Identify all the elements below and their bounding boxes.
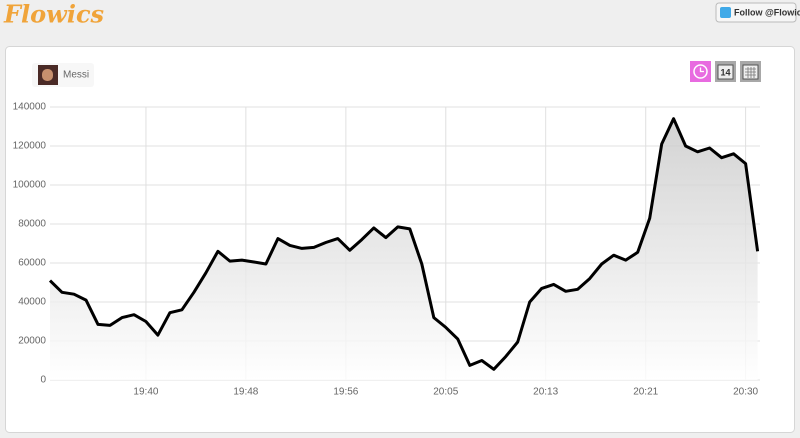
series-line	[48, 117, 760, 371]
x-tick-label: 19:48	[233, 387, 258, 398]
x-tick-label: 20:30	[733, 387, 758, 398]
day-icon-label: 14	[720, 67, 730, 77]
clock-hands	[699, 67, 704, 73]
legend-label: Messi	[63, 70, 89, 81]
avatar-face	[42, 69, 53, 81]
follow-button-frame[interactable]	[715, 2, 797, 23]
y-tick-label: 20000	[18, 336, 46, 347]
y-tick-label: 100000	[13, 180, 47, 191]
y-tick-label: 80000	[18, 219, 46, 230]
day-icon	[717, 64, 734, 80]
follow-button-label[interactable]: Follow @Flowics	[734, 7, 800, 17]
logo[interactable]: Flowics	[3, 0, 105, 29]
plot: 0 20000 40000 60000 80000 100000 120000 140000 1…	[13, 102, 760, 398]
x-tick-label: 20:13	[533, 387, 558, 398]
view-controls: 14	[690, 61, 761, 82]
month-icon-grid	[745, 67, 756, 78]
x-tick-label: 19:56	[333, 387, 358, 398]
x-tick-label: 20:05	[433, 387, 458, 398]
clock-icon	[693, 64, 708, 79]
y-tick-label: 120000	[13, 141, 47, 152]
x-tick-label: 19:40	[133, 387, 158, 398]
y-tick-label: 140000	[13, 102, 47, 113]
x-tick-label: 20:21	[633, 387, 658, 398]
legend: Messi	[32, 63, 94, 87]
area-fill	[50, 118, 758, 380]
y-tick-label: 40000	[18, 297, 46, 308]
y-tick-label: 60000	[18, 258, 46, 269]
y-tick-label: 0	[40, 375, 46, 386]
follow-button[interactable]: Follow @Flowics	[715, 2, 800, 23]
twitter-icon	[720, 7, 731, 18]
